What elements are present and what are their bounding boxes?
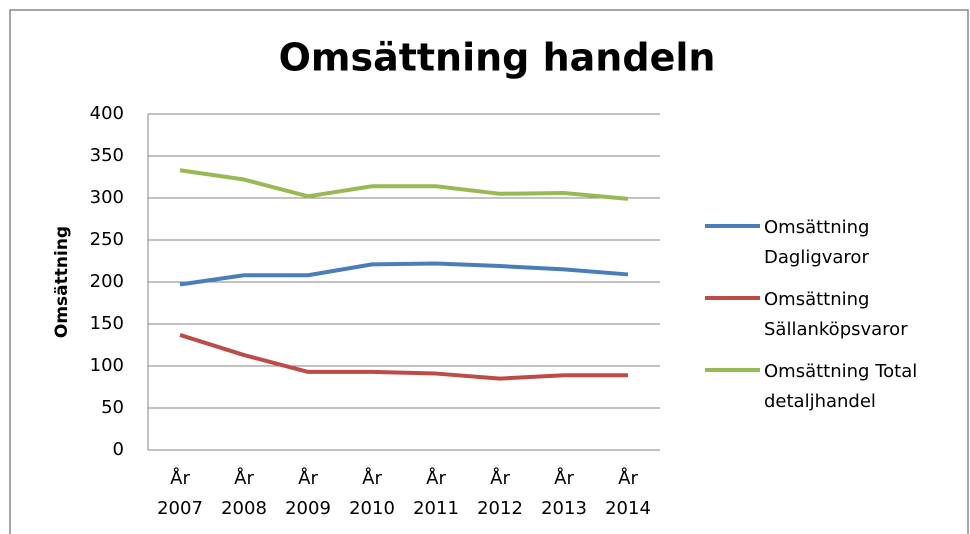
x-tick-label: År 2010 (349, 468, 395, 519)
y-tick-label: 300 (90, 187, 124, 208)
series-line (179, 333, 628, 381)
chart-title: Omsättning handeln (279, 36, 716, 80)
x-tick-label: År 2007 (157, 468, 203, 519)
chart-border (9, 9, 969, 534)
y-tick-label: 0 (113, 439, 124, 460)
x-tick-label: År 2014 (605, 468, 651, 519)
y-tick-label: 150 (90, 313, 124, 334)
y-axis-label: Omsättning (52, 226, 72, 338)
y-tick-label: 100 (90, 355, 124, 376)
legend-label: Omsättning Dagligvaror (764, 217, 870, 268)
x-tick-label: År 2013 (541, 468, 587, 519)
y-tick-label: 200 (90, 271, 124, 292)
y-tick-label: 50 (101, 397, 124, 418)
x-tick-label: År 2012 (477, 468, 523, 519)
x-tick-label: År 2008 (221, 468, 267, 519)
x-tick-label: År 2009 (285, 468, 331, 519)
y-tick-label: 400 (90, 103, 124, 124)
y-tick-label: 350 (90, 145, 124, 166)
legend-label: Omsättning Sällanköpsvaror (764, 289, 908, 340)
series-line (179, 168, 629, 201)
y-tick-label: 250 (90, 229, 124, 250)
legend-label: Omsättning Total detaljhandel (764, 361, 918, 412)
x-tick-label: År 2011 (413, 468, 459, 519)
series-line (179, 261, 629, 287)
